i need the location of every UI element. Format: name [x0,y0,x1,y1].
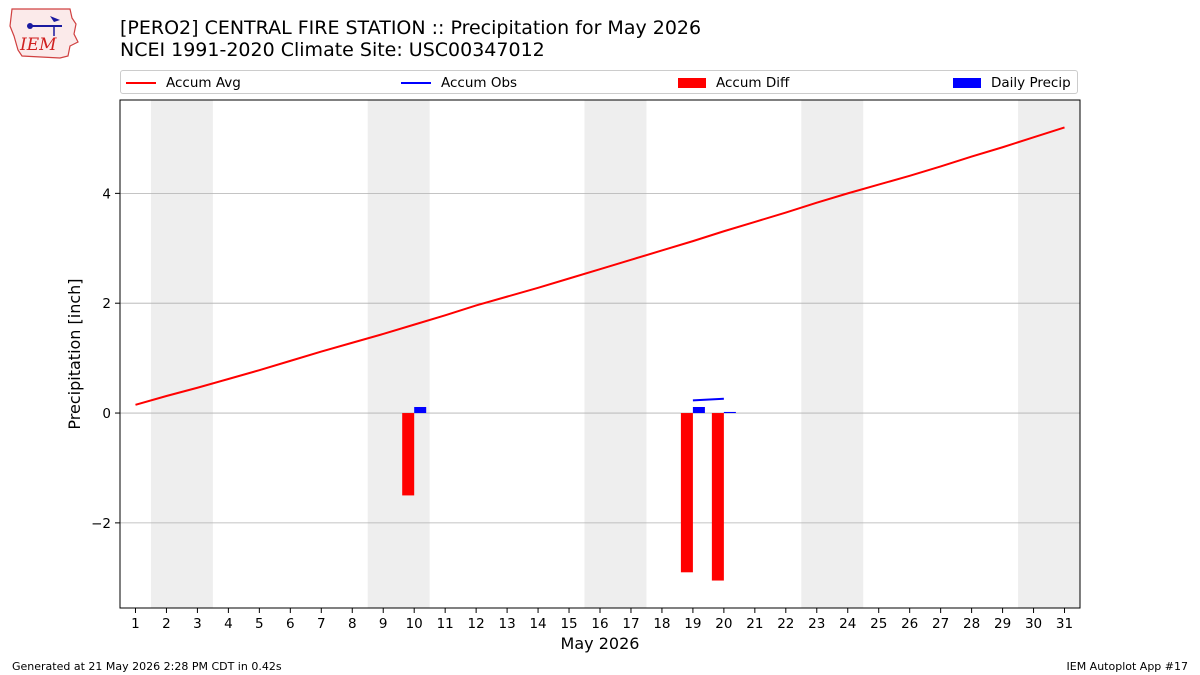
weekend-band-2 [584,100,647,608]
bar-daily-precip-day-10 [414,406,427,414]
x-tick-label-30: 30 [1025,616,1042,632]
app-credit: IEM Autoplot App #17 [1066,660,1189,673]
x-tick-label-26: 26 [901,616,918,632]
iem-logo: IEM [8,6,80,60]
x-tick-label-3: 3 [193,616,202,632]
line-accum-avg [135,126,1065,406]
x-tick-label-29: 29 [994,616,1011,632]
x-tick-label-7: 7 [317,616,326,632]
legend-swatch-accum-avg [126,82,156,84]
line-accum-obs [692,397,724,402]
weekend-band-3 [801,100,864,608]
x-tick-label-25: 25 [870,616,887,632]
legend-item-daily-precip: Daily Precip [953,71,1071,95]
bar-accum-diff-day-19 [680,413,693,573]
legend-label-accum-diff: Accum Diff [716,75,790,91]
legend-item-accum-obs: Accum Obs [401,71,517,95]
bar-accum-diff-day-10 [402,413,415,496]
x-tick-label-6: 6 [286,616,295,632]
x-axis-label: May 2026 [561,634,640,653]
x-tick-label-5: 5 [255,616,264,632]
weekend-band-1 [367,100,430,608]
legend-swatch-daily-precip [953,78,981,88]
bar-daily-precip-day-20 [723,411,736,414]
chart-title: [PERO2] CENTRAL FIRE STATION :: Precipit… [120,17,702,39]
legend-item-accum-avg: Accum Avg [126,71,241,95]
x-tick-label-31: 31 [1056,616,1073,632]
bar-daily-precip-day-19 [692,406,705,414]
weekend-band-4 [1018,100,1080,608]
y-tick-label-1: 0 [102,406,111,422]
logo-text: IEM [19,35,57,55]
x-tick-label-27: 27 [932,616,949,632]
x-tick-label-14: 14 [529,616,546,632]
x-tick-label-10: 10 [406,616,423,632]
y-tick-label-0: −2 [91,516,111,532]
x-tick-label-19: 19 [684,616,701,632]
y-axis-label: Precipitation [inch] [65,278,84,429]
weekend-band-0 [150,100,213,608]
x-tick-label-24: 24 [839,616,856,632]
chart-legend: Accum Avg Accum Obs Accum Diff Daily Pre… [120,70,1078,94]
legend-item-accum-diff: Accum Diff [678,71,789,95]
x-tick-label-21: 21 [746,616,763,632]
x-tick-label-18: 18 [653,616,670,632]
generated-timestamp: Generated at 21 May 2026 2:28 PM CDT in … [12,660,282,673]
x-tick-label-12: 12 [468,616,485,632]
legend-label-accum-avg: Accum Avg [166,75,241,91]
chart-subtitle: NCEI 1991-2020 Climate Site: USC00347012 [120,39,545,61]
y-tick-label-3: 4 [102,186,111,202]
x-tick-label-4: 4 [224,616,233,632]
x-tick-label-9: 9 [379,616,388,632]
y-tick-label-2: 2 [102,296,111,312]
x-tick-label-13: 13 [499,616,516,632]
x-tick-label-1: 1 [131,616,140,632]
x-tick-label-15: 15 [560,616,577,632]
x-tick-label-23: 23 [808,616,825,632]
legend-label-accum-obs: Accum Obs [441,75,518,91]
legend-swatch-accum-obs [401,82,431,84]
x-tick-label-2: 2 [162,616,171,632]
x-tick-label-16: 16 [591,616,608,632]
legend-label-daily-precip: Daily Precip [991,75,1071,91]
x-tick-label-28: 28 [963,616,980,632]
legend-swatch-accum-diff [678,78,706,88]
bar-accum-diff-day-20 [711,413,724,581]
x-tick-label-22: 22 [777,616,794,632]
x-tick-label-11: 11 [437,616,454,632]
x-tick-label-8: 8 [348,616,357,632]
x-tick-label-17: 17 [622,616,639,632]
x-tick-label-20: 20 [715,616,732,632]
